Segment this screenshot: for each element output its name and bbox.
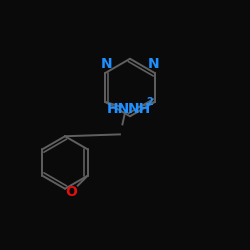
Text: N: N: [100, 57, 112, 70]
Text: N: N: [148, 57, 160, 70]
Text: HN: HN: [107, 102, 130, 117]
Text: 2: 2: [146, 97, 153, 107]
Text: NH: NH: [128, 102, 151, 117]
Text: O: O: [66, 185, 78, 199]
